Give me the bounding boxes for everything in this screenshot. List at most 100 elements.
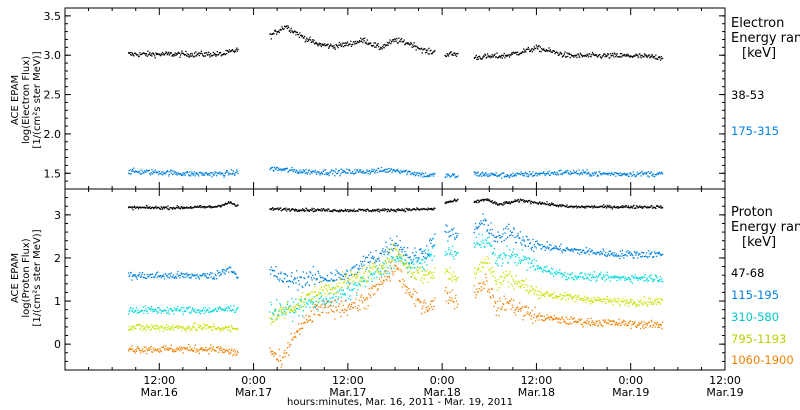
data-point [306,208,308,210]
data-point [326,300,328,302]
data-point [618,276,620,278]
data-point [647,171,650,173]
data-point [649,301,651,303]
data-point [553,204,555,206]
data-point [625,205,628,207]
data-point [444,254,446,256]
data-point [557,204,559,206]
data-point [407,209,409,212]
data-point [434,244,436,246]
data-point [167,325,170,328]
data-point [372,285,374,287]
data-point [420,208,422,210]
data-point [512,278,514,280]
data-point [210,207,212,209]
data-point [648,275,650,278]
data-point [402,263,405,265]
data-point [450,300,452,302]
data-point [573,170,575,172]
data-point [140,310,142,312]
data-point [203,173,205,175]
data-point [167,175,170,177]
data-point [476,199,479,201]
data-point [486,262,489,264]
data-point [292,301,294,303]
data-point [330,292,332,294]
data-point [595,54,597,56]
data-point [368,210,370,212]
data-point [648,207,650,209]
data-point [625,55,627,57]
data-point [192,274,194,276]
data-point [479,243,481,246]
data-point [210,276,212,278]
data-point [631,324,633,326]
data-point [395,211,397,213]
data-point [287,171,289,173]
data-point [597,251,600,254]
data-point [404,259,406,261]
data-point [582,298,584,300]
data-point [344,42,347,44]
data-point [475,226,477,228]
data-point [393,267,395,269]
data-point [296,209,298,211]
data-point [286,27,288,30]
data-point [284,168,286,170]
data-point [413,272,415,274]
data-point [433,305,435,307]
data-point [286,308,288,310]
data-point [613,205,616,207]
data-point [207,206,209,208]
data-point [176,174,178,176]
data-point [370,273,372,276]
data-point [501,177,503,179]
data-point [591,298,593,300]
data-point [530,262,532,264]
data-point [613,56,615,58]
data-point [282,356,284,358]
data-point [149,206,151,208]
data-point [323,301,325,303]
data-point [486,237,489,239]
data-point [511,304,513,306]
data-point [627,322,630,324]
data-point [192,54,194,56]
data-point [575,249,577,251]
data-point [644,302,646,305]
data-point [478,222,481,224]
data-point [389,252,391,254]
data-point [601,172,603,175]
data-point [209,274,211,276]
data-point [493,54,495,56]
data-point [517,173,519,175]
data-point [330,305,332,307]
data-point [659,173,662,175]
data-point [430,306,433,308]
data-point [289,29,291,31]
data-point [420,48,422,50]
data-point [631,55,633,58]
data-point [558,272,560,274]
data-point [221,269,223,271]
data-point [410,275,412,278]
data-point [158,307,160,309]
data-point [171,208,174,210]
data-point [527,245,529,247]
data-point [604,55,606,58]
data-point [145,204,148,207]
data-point [411,260,413,263]
data-point [484,258,486,260]
data-point [506,225,508,228]
data-point [144,305,146,307]
data-point [607,204,609,207]
data-point [291,30,293,32]
data-point [567,249,569,251]
data-point [348,284,351,286]
data-point [590,299,592,302]
data-point [337,47,339,49]
data-point [203,349,205,351]
data-point [597,56,599,58]
data-point [592,252,594,254]
series-proton-1060-1900 [127,261,664,368]
